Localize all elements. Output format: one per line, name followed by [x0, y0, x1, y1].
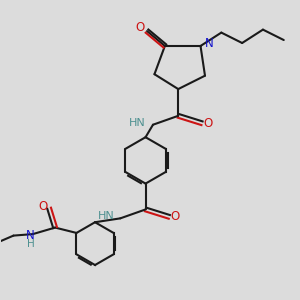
Text: O: O	[38, 200, 47, 213]
Text: H: H	[26, 238, 34, 249]
Text: HN: HN	[129, 118, 146, 128]
Text: N: N	[205, 37, 214, 50]
Text: HN: HN	[98, 211, 115, 221]
Text: O: O	[171, 210, 180, 224]
Text: N: N	[26, 229, 35, 242]
Text: O: O	[136, 21, 145, 34]
Text: O: O	[203, 117, 213, 130]
